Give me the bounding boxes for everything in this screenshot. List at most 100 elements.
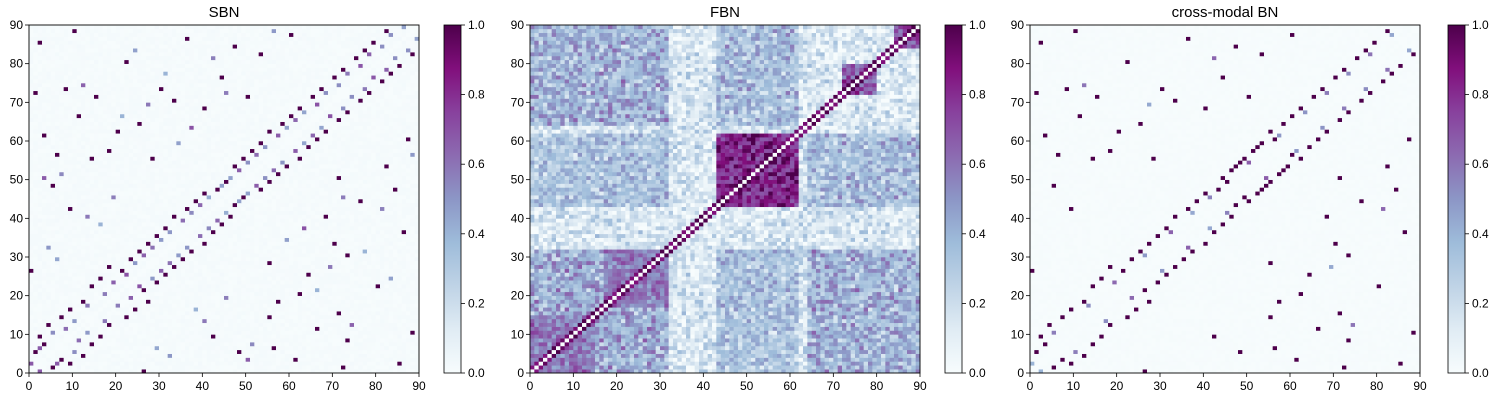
heatmap-cell: [293, 303, 298, 308]
heatmap-cell: [59, 299, 64, 304]
heatmap-cell: [128, 253, 134, 258]
heatmap-cell: [50, 249, 56, 254]
heatmap-cell: [98, 249, 103, 254]
heatmap-cell: [414, 210, 420, 215]
heatmap-cell: [362, 280, 368, 285]
heatmap-cell: [98, 307, 103, 312]
heatmap-cell: [198, 322, 203, 327]
heatmap-cell: [254, 175, 259, 180]
heatmap-cell: [215, 357, 220, 362]
heatmap-cell: [245, 272, 251, 277]
heatmap-cell: [241, 226, 246, 231]
heatmap-cell: [42, 179, 47, 184]
heatmap-cell: [163, 299, 168, 304]
heatmap-cell: [141, 210, 147, 215]
heatmap-cell: [163, 195, 168, 200]
heatmap-cell: [211, 291, 216, 296]
heatmap-cell: [284, 295, 290, 300]
heatmap-cell: [68, 253, 73, 258]
heatmap-cell: [367, 287, 372, 293]
heatmap-cell: [72, 260, 77, 266]
heatmap-cell: [302, 168, 307, 173]
heatmap-cell: [89, 272, 95, 277]
heatmap-cell: [111, 179, 116, 184]
heatmap-cell: [245, 291, 251, 296]
heatmap-cell: [193, 191, 199, 196]
heatmap-cell: [219, 156, 225, 161]
heatmap-cell: [124, 369, 129, 374]
heatmap-cell: [150, 226, 155, 231]
heatmap-cell: [167, 187, 173, 192]
heatmap-cell: [98, 345, 103, 351]
heatmap-cell: [367, 307, 372, 312]
heatmap-cell: [150, 206, 155, 211]
heatmap-cell: [297, 276, 303, 281]
heatmap-cell: [367, 345, 372, 351]
heatmap-cell: [297, 168, 303, 173]
heatmap-cell: [284, 168, 290, 173]
heatmap-cell: [89, 253, 95, 258]
heatmap-cell: [406, 183, 411, 188]
heatmap-cell: [293, 349, 298, 354]
heatmap-cell: [289, 338, 294, 343]
heatmap-cell: [85, 357, 90, 362]
heatmap-cell: [349, 257, 355, 262]
heatmap-cell: [276, 168, 281, 173]
heatmap-cell: [124, 168, 129, 173]
heatmap-cell: [29, 284, 34, 289]
heatmap-cell: [414, 365, 420, 370]
heatmap-cell: [406, 214, 411, 219]
heatmap-cell: [280, 191, 285, 196]
heatmap-cell: [167, 272, 173, 277]
heatmap-cell: [241, 175, 246, 180]
heatmap-cell: [332, 171, 337, 177]
heatmap-cell: [245, 307, 251, 312]
heatmap-cell: [163, 187, 168, 192]
heatmap-cell: [42, 268, 47, 273]
heatmap-cell: [193, 241, 199, 246]
heatmap-cell: [393, 179, 398, 184]
heatmap-cell: [371, 175, 376, 180]
heatmap-cell: [37, 345, 43, 351]
heatmap-cell: [384, 199, 389, 204]
heatmap-cell: [310, 315, 316, 320]
heatmap-cell: [232, 229, 238, 235]
heatmap-cell: [258, 218, 264, 223]
heatmap-cell: [276, 245, 281, 250]
heatmap-cell: [94, 334, 99, 339]
heatmap-cell: [120, 241, 125, 246]
heatmap-cell: [267, 249, 272, 254]
heatmap-cell: [375, 160, 381, 165]
heatmap-cell: [198, 241, 203, 246]
heatmap-cell: [254, 342, 259, 347]
heatmap-cell: [172, 164, 177, 169]
heatmap-cell: [284, 226, 290, 231]
heatmap-cell: [237, 226, 242, 231]
heatmap-cell: [367, 276, 372, 281]
heatmap-cell: [293, 168, 298, 173]
heatmap-cell: [33, 164, 38, 169]
heatmap-cell: [85, 291, 90, 296]
heatmap-cell: [354, 349, 359, 354]
heatmap-cell: [254, 284, 259, 289]
heatmap-cell: [289, 160, 294, 165]
heatmap-cell: [68, 210, 73, 215]
heatmap-cell: [289, 175, 294, 180]
heatmap-cell: [141, 322, 147, 327]
heatmap-cell: [211, 326, 216, 331]
heatmap-cell: [228, 303, 233, 308]
heatmap-cell: [163, 226, 168, 231]
heatmap-cell: [33, 369, 38, 374]
heatmap-cell: [202, 210, 207, 215]
heatmap-cell: [280, 280, 285, 285]
heatmap-cell: [375, 191, 381, 196]
heatmap-cell: [237, 322, 242, 327]
heatmap-cell: [37, 365, 43, 370]
heatmap-cell: [33, 195, 38, 200]
heatmap-cell: [133, 315, 138, 320]
heatmap-cell: [189, 268, 194, 273]
heatmap-cell: [98, 284, 103, 289]
heatmap-cell: [302, 272, 307, 277]
heatmap-cell: [232, 260, 238, 266]
heatmap-cell: [284, 338, 290, 343]
